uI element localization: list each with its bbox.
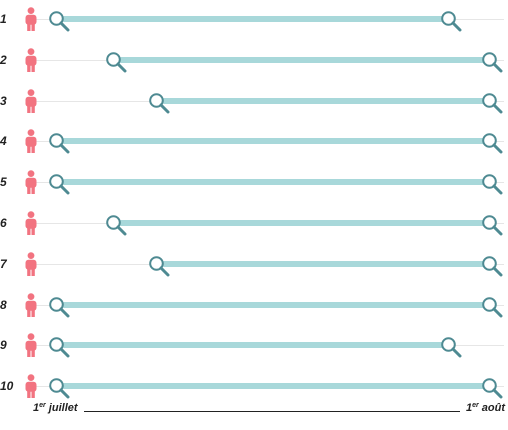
row-number: 8	[0, 297, 7, 312]
person-icon	[24, 333, 38, 358]
row-number: 9	[0, 338, 7, 353]
magnifier-icon-end	[440, 10, 462, 32]
row-number: 2	[0, 52, 7, 67]
duration-bar	[162, 260, 486, 267]
magnifier-icon-end	[481, 255, 503, 277]
duration-bar	[63, 301, 486, 308]
duration-bar	[162, 97, 486, 104]
magnifier-icon-end	[481, 377, 503, 399]
row-number: 7	[0, 256, 7, 271]
magnifier-icon-start	[48, 173, 70, 195]
person-icon	[24, 129, 38, 154]
person-icon	[24, 170, 38, 195]
person-icon	[24, 7, 38, 31]
person-icon	[24, 211, 38, 235]
row-number: 3	[0, 93, 7, 108]
magnifier-icon-start	[105, 51, 127, 73]
row-number: 5	[0, 175, 7, 190]
magnifier-icon-start	[148, 92, 170, 114]
magnifier-icon-start	[105, 214, 127, 236]
row-number: 4	[0, 134, 7, 149]
person-icon	[24, 88, 38, 113]
magnifier-icon-end	[481, 296, 503, 318]
magnifier-icon-end	[440, 336, 462, 358]
magnifier-icon-start	[48, 296, 70, 318]
end-date-label: 1er août	[466, 402, 506, 414]
person-icon	[24, 292, 38, 317]
magnifier-icon-start	[48, 336, 70, 358]
row-number: 1	[0, 12, 7, 26]
duration-bar	[119, 220, 486, 226]
magnifier-icon-end	[481, 214, 503, 236]
magnifier-icon-start	[48, 132, 70, 154]
duration-bar	[63, 342, 445, 349]
magnifier-icon-end	[481, 92, 503, 114]
row-number: 10	[0, 379, 14, 394]
start-date-label: 1er juillet	[33, 402, 78, 414]
magnifier-icon-start	[148, 255, 170, 277]
magnifier-icon-end	[481, 132, 503, 154]
person-icon	[24, 374, 38, 399]
magnifier-icon-start	[48, 10, 70, 32]
duration-bar	[63, 179, 486, 186]
person-icon	[24, 47, 38, 72]
duration-bar	[119, 56, 486, 63]
person-icon	[24, 251, 38, 276]
magnifier-icon-end	[481, 51, 503, 73]
duration-bar	[63, 383, 486, 390]
magnifier-icon-end	[481, 173, 503, 195]
timeline-axis	[84, 411, 460, 412]
magnifier-icon-start	[48, 377, 70, 399]
row-number: 6	[0, 216, 7, 230]
duration-bar	[63, 16, 445, 22]
duration-bar	[63, 138, 486, 145]
